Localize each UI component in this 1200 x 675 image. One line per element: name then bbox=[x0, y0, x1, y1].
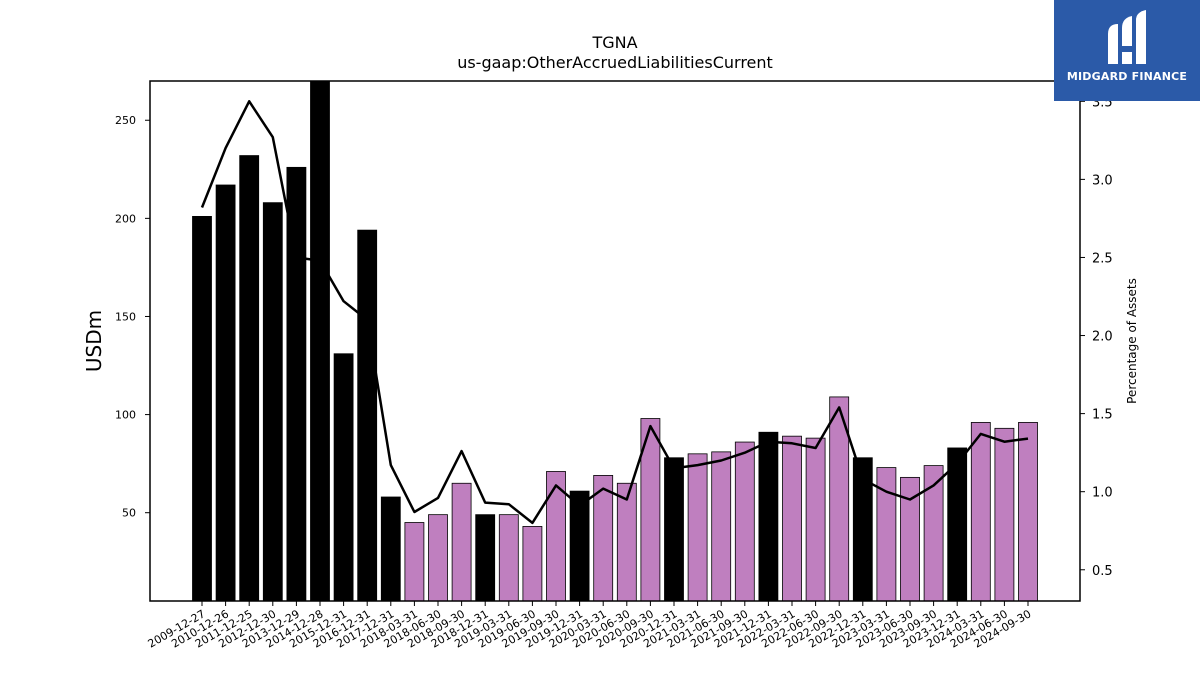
bar-2022-06-30 bbox=[805, 437, 826, 602]
bar-2010-12-26 bbox=[215, 184, 236, 602]
y-tick-label-250: 250 bbox=[115, 114, 136, 127]
brand-logo-text: MIDGARD FINANCE bbox=[1066, 70, 1188, 83]
bar-2024-09-30 bbox=[1018, 422, 1038, 602]
bar-2024-03-31 bbox=[970, 422, 991, 602]
y-axis-label: USDm bbox=[82, 310, 106, 372]
bar-2022-03-31 bbox=[782, 435, 802, 602]
bar-2021-03-31 bbox=[687, 453, 708, 602]
bar-2012-12-30 bbox=[262, 202, 283, 602]
bar-2024-06-30 bbox=[994, 427, 1015, 602]
y-tick-label-150: 150 bbox=[115, 310, 136, 323]
bar-2021-06-30 bbox=[711, 451, 732, 602]
bar-2019-12-31 bbox=[569, 490, 590, 602]
bar-2017-12-31 bbox=[380, 496, 401, 602]
bar-2019-03-31 bbox=[498, 514, 519, 602]
y2-tick-label-1: 1.0 bbox=[1092, 486, 1113, 501]
bar-2019-06-30 bbox=[522, 526, 543, 602]
y2-tick-label-2.5: 2.5 bbox=[1092, 251, 1113, 266]
midgard-logo-icon bbox=[1108, 10, 1146, 64]
brand-logo: MIDGARD FINANCE bbox=[1054, 0, 1200, 101]
plot-frame bbox=[149, 80, 1081, 602]
bar-2018-06-30 bbox=[428, 514, 448, 602]
bar-2016-12-31 bbox=[357, 229, 378, 602]
y2-tick-label-2: 2.0 bbox=[1092, 330, 1113, 345]
bar-2021-09-30 bbox=[734, 441, 755, 602]
chart-title: TGNA bbox=[591, 33, 637, 52]
y2-tick-label-0.5: 0.5 bbox=[1092, 564, 1113, 579]
chart-subtitle: us-gaap:OtherAccruedLiabilitiesCurrent bbox=[457, 53, 773, 72]
y-tick-label-200: 200 bbox=[115, 212, 136, 225]
bar-2018-03-31 bbox=[404, 522, 425, 602]
bar-2020-12-31 bbox=[664, 457, 684, 602]
y-tick-label-50: 50 bbox=[122, 507, 136, 520]
y2-tick-label-1.5: 1.5 bbox=[1092, 408, 1113, 423]
y2-tick-label-3: 3.0 bbox=[1092, 173, 1113, 188]
bar-2018-12-31 bbox=[475, 514, 496, 602]
bar-2009-12-27 bbox=[192, 215, 212, 602]
y-tick-label-100: 100 bbox=[115, 409, 136, 422]
bar-2014-12-28 bbox=[310, 80, 330, 602]
bar-2015-12-31 bbox=[333, 353, 354, 602]
bar-2011-12-25 bbox=[239, 155, 260, 602]
bar-2020-06-30 bbox=[616, 482, 637, 602]
y2-axis-label: Percentage of Assets bbox=[1125, 278, 1139, 404]
bar-2021-12-31 bbox=[758, 431, 779, 602]
bar-2018-09-30 bbox=[451, 482, 472, 602]
percentage-of-assets-line bbox=[200, 100, 1029, 525]
bar-2013-12-29 bbox=[286, 166, 307, 602]
